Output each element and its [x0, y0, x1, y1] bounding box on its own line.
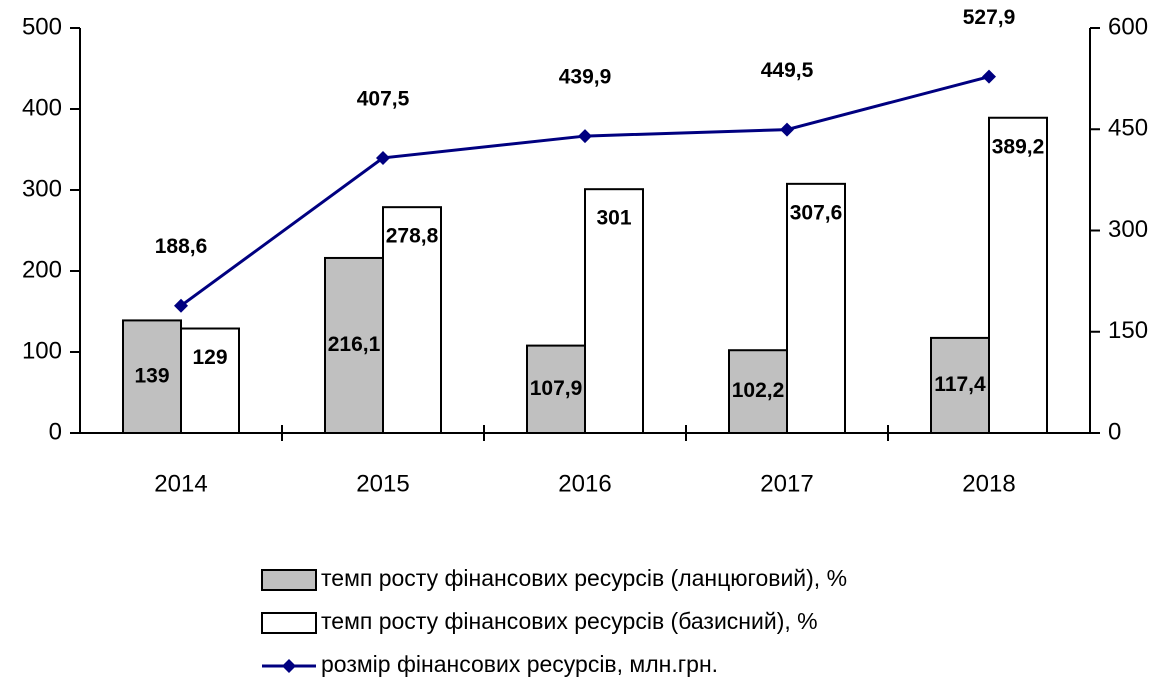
y-tick-label: 0	[49, 418, 62, 445]
bar	[122, 319, 182, 434]
data-label: 117,4	[934, 373, 986, 396]
y2-tick-label: 0	[1108, 418, 1121, 445]
data-label: 389,2	[992, 135, 1045, 158]
marker	[578, 129, 592, 144]
y2-tick-label: 150	[1108, 317, 1148, 344]
x-tick-label: 2016	[558, 470, 611, 497]
legend-swatch	[261, 569, 317, 591]
data-label: 439,9	[559, 66, 612, 89]
marker	[982, 69, 996, 84]
y2-tick-label: 300	[1108, 216, 1148, 243]
bar	[584, 188, 644, 434]
data-label: 102,2	[732, 379, 785, 402]
data-label: 216,1	[328, 333, 381, 356]
y2-tick-label: 450	[1108, 115, 1148, 142]
data-label: 107,9	[530, 377, 583, 400]
marker	[376, 150, 390, 165]
bar	[988, 116, 1048, 435]
data-label: 188,6	[155, 235, 208, 258]
bar	[526, 344, 586, 435]
bar	[382, 206, 442, 434]
legend-label: темп росту фінансових ресурсів (ланцюгов…	[321, 565, 847, 591]
x-tick-label: 2014	[154, 470, 207, 497]
y-tick-label: 200	[22, 256, 62, 283]
data-label: 527,9	[963, 6, 1016, 29]
y-tick-label: 100	[22, 337, 62, 364]
x-tick-label: 2018	[962, 470, 1015, 497]
marker	[174, 298, 188, 313]
bar	[786, 182, 846, 434]
legend-swatch	[261, 612, 317, 634]
data-label: 407,5	[357, 87, 410, 110]
bar	[180, 327, 240, 435]
data-label: 139	[134, 364, 169, 387]
marker	[780, 122, 794, 137]
data-label: 278,8	[386, 225, 439, 248]
y-tick-label: 300	[22, 175, 62, 202]
y-tick-label: 400	[22, 94, 62, 121]
legend-label: темп росту фінансових ресурсів (базисний…	[321, 608, 818, 634]
y2-tick-label: 600	[1108, 13, 1148, 40]
data-label: 307,6	[790, 201, 843, 224]
data-label: 129	[192, 346, 227, 369]
data-label: 301	[596, 207, 631, 230]
y-tick-label: 500	[22, 13, 62, 40]
legend-marker	[282, 659, 296, 673]
legend-label: розмір фінансових ресурсів, млн.грн.	[321, 651, 718, 677]
x-tick-label: 2017	[760, 470, 813, 497]
x-tick-label: 2015	[356, 470, 409, 497]
data-label: 449,5	[761, 59, 814, 82]
